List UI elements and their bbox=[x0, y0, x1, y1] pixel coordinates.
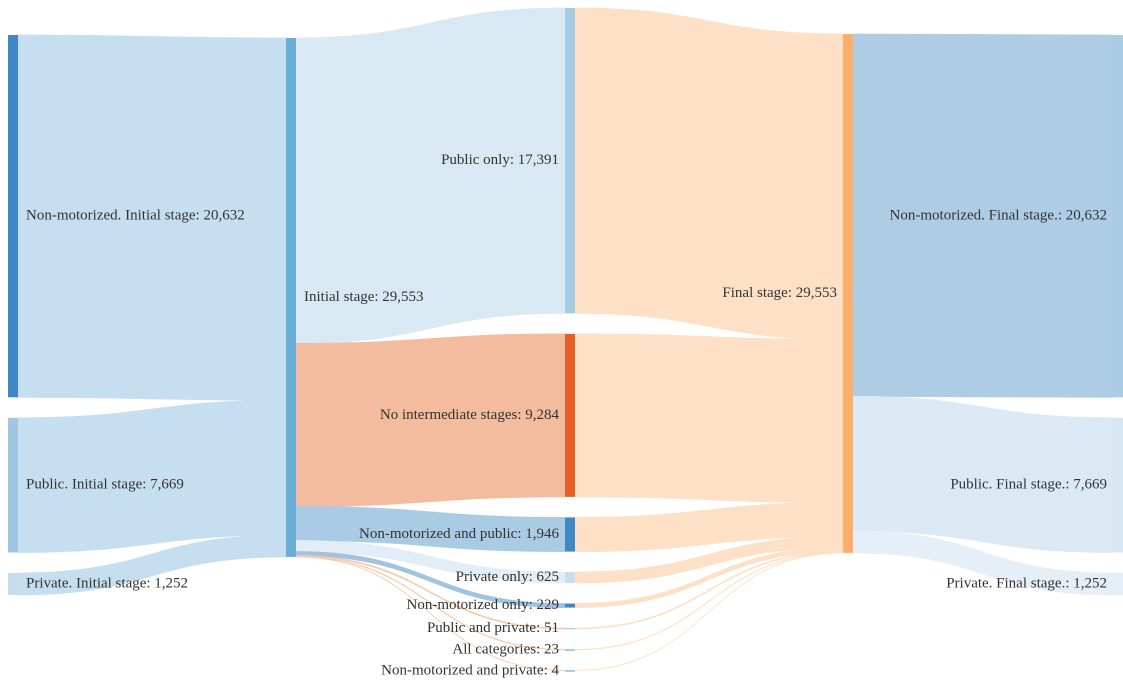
node-label: No intermediate stages: 9,284 bbox=[380, 407, 560, 423]
node bbox=[8, 417, 18, 553]
node bbox=[286, 38, 296, 557]
link bbox=[574, 552, 844, 671]
node-label: Final stage: 29,553 bbox=[722, 285, 837, 301]
node-label: Non-motorized. Final stage.: 20,632 bbox=[890, 208, 1107, 224]
node-label: Non-motorized and public: 1,946 bbox=[359, 526, 559, 542]
node-label: Public only: 17,391 bbox=[441, 152, 559, 168]
node bbox=[565, 603, 575, 608]
link bbox=[295, 7, 566, 344]
node-label: Private. Final stage.: 1,252 bbox=[946, 575, 1107, 591]
node-label: Public. Final stage.: 7,669 bbox=[950, 477, 1107, 493]
link bbox=[574, 333, 844, 503]
node bbox=[1113, 417, 1123, 553]
node bbox=[565, 670, 575, 672]
node bbox=[565, 649, 575, 651]
node bbox=[843, 34, 853, 553]
link bbox=[295, 540, 566, 584]
node bbox=[565, 333, 575, 497]
node-label: Public. Initial stage: 7,669 bbox=[26, 477, 184, 493]
link bbox=[574, 552, 844, 651]
node bbox=[8, 35, 18, 398]
link bbox=[852, 395, 1114, 553]
layer bbox=[17, 7, 1114, 671]
node bbox=[565, 8, 575, 314]
node-label: All categories: 23 bbox=[452, 642, 559, 658]
node-label: Private. Initial stage: 1,252 bbox=[26, 575, 188, 591]
node bbox=[565, 517, 575, 552]
node-label: Initial stage: 29,553 bbox=[304, 289, 424, 305]
link bbox=[852, 33, 1114, 398]
node bbox=[8, 572, 18, 595]
node-label: Public and private: 51 bbox=[427, 620, 559, 636]
node bbox=[1113, 572, 1123, 595]
layer bbox=[8, 8, 1123, 672]
node-label: Private only: 625 bbox=[456, 569, 559, 585]
node bbox=[1113, 35, 1123, 398]
node-label: Non-motorized and private: 4 bbox=[381, 662, 559, 678]
node bbox=[565, 628, 575, 630]
link bbox=[17, 534, 287, 596]
link bbox=[852, 530, 1114, 596]
layer: Non-motorized. Initial stage: 20,632 Publ… bbox=[26, 152, 1107, 678]
node-label: Non-motorized. Initial stage: 20,632 bbox=[26, 208, 245, 224]
node bbox=[565, 572, 575, 584]
link bbox=[295, 506, 566, 552]
node-label: Non-motorized only: 229 bbox=[407, 597, 559, 613]
